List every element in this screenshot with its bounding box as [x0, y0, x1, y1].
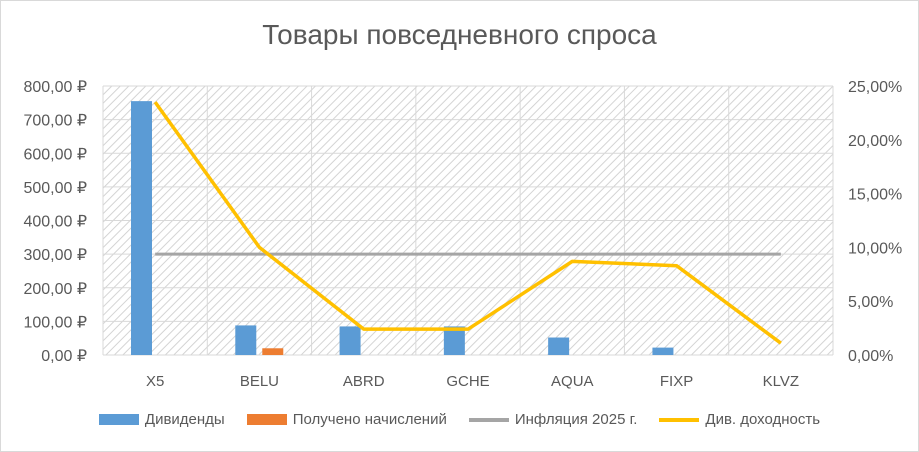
y-right-tick-label: 20,00%	[848, 133, 902, 150]
legend-item-accruals: Получено начислений	[246, 411, 447, 428]
legend-label-accruals: Получено начислений	[292, 411, 447, 428]
chart-plot: 0,00 ₽ 100,00 ₽ 200,00 ₽ 300,00 ₽ 400,00 ₽ 50…	[23, 79, 902, 390]
y-right-tick-label: 25,00%	[848, 79, 902, 96]
bar-dividends-belu	[235, 325, 257, 355]
y-right-tick-label: 10,00%	[848, 240, 902, 257]
x-tick-label: KLVZ	[763, 373, 799, 390]
y-left-tick-label: 600,00 ₽	[23, 146, 87, 163]
x-tick-label: GCHE	[446, 373, 489, 390]
legend-item-inflation: Инфляция 2025 г.	[468, 411, 638, 428]
y-left-tick-label: 200,00 ₽	[23, 281, 87, 298]
y-left-tick-label: 300,00 ₽	[23, 247, 87, 264]
x-tick-label: FIXP	[660, 373, 693, 390]
bar-dividends-gche	[443, 326, 465, 355]
legend-item-yield: Див. доходность	[659, 411, 820, 428]
legend-swatch-accruals	[246, 414, 287, 425]
y-left-tick-label: 500,00 ₽	[23, 180, 87, 197]
y-left-tick-label: 800,00 ₽	[23, 79, 87, 96]
y-right-tick-label: 5,00%	[848, 294, 893, 311]
legend-item-dividends: Дивиденды	[98, 411, 225, 428]
chart-title: Товары повседневного спроса	[262, 19, 657, 50]
legend-label-inflation: Инфляция 2025 г.	[514, 411, 638, 428]
y-left-tick-label: 700,00 ₽	[23, 113, 87, 130]
y-left-tick-label: 400,00 ₽	[23, 214, 87, 231]
y-left-tick-label: 100,00 ₽	[23, 314, 87, 331]
y-left-tick-label: 0,00 ₽	[41, 348, 87, 365]
y-right-tick-label: 0,00%	[848, 348, 893, 365]
x-tick-label: BELU	[240, 373, 279, 390]
bar-dividends-abrd	[339, 326, 361, 355]
legend-swatch-inflation	[468, 417, 509, 422]
legend-swatch-yield	[659, 417, 700, 422]
x-tick-label: ABRD	[343, 373, 385, 390]
legend-swatch-dividends	[98, 414, 139, 425]
legend-label-dividends: Дивиденды	[144, 411, 225, 428]
line-dividend-yield	[153, 101, 782, 345]
legend-label-yield: Див. доходность	[705, 411, 821, 428]
bar-accruals-belu	[262, 348, 284, 355]
bar-dividends-x5	[131, 101, 152, 355]
y-right-tick-label: 15,00%	[848, 187, 902, 204]
chart-legend: Дивиденды Получено начислений Инфляция 2…	[1, 411, 918, 428]
bar-dividends-fixp	[652, 347, 674, 355]
bar-dividends-aqua	[548, 337, 570, 355]
x-tick-label: AQUA	[551, 373, 594, 390]
x-tick-label: X5	[146, 373, 164, 390]
